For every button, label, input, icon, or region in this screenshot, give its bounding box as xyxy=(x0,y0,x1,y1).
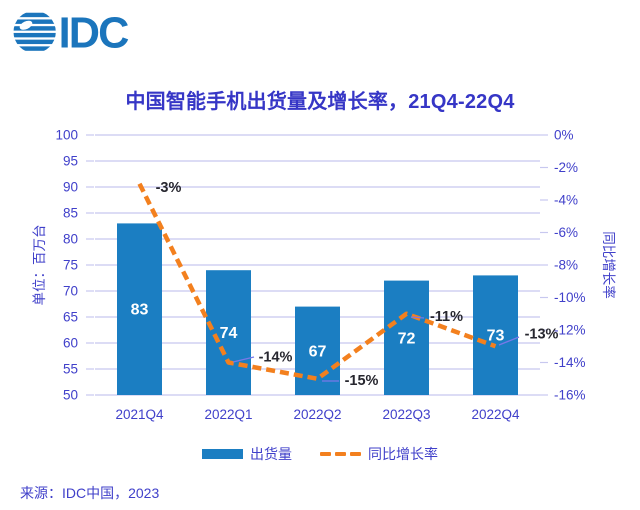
bar-value-label: 72 xyxy=(398,330,416,347)
right-axis-tick-label: -10% xyxy=(554,290,586,305)
logo-text: IDC xyxy=(59,9,129,56)
left-axis-tick-label: 80 xyxy=(63,232,78,247)
left-axis-tick-label: 95 xyxy=(63,154,78,169)
right-axis-tick-label: -4% xyxy=(554,193,578,208)
right-axis-tick-label: -12% xyxy=(554,323,586,338)
leader-line xyxy=(410,316,425,319)
left-axis-tick-label: 55 xyxy=(63,362,78,377)
left-axis-tick-label: 85 xyxy=(63,206,78,221)
legend: 出货量 同比增长率 xyxy=(0,444,640,464)
right-axis-tick-label: -8% xyxy=(554,258,578,273)
bar xyxy=(384,280,429,395)
growth-point-label: -3% xyxy=(156,180,182,196)
growth-point-label: -14% xyxy=(259,350,293,366)
growth-point-label: -15% xyxy=(345,373,379,389)
bar xyxy=(295,306,340,395)
right-axis-tick-label: -2% xyxy=(554,160,578,175)
bar-value-label: 73 xyxy=(487,328,505,345)
dash-icon xyxy=(350,451,361,457)
growth-line xyxy=(137,182,497,381)
dash-icon xyxy=(320,451,331,457)
bar-value-label: 67 xyxy=(309,343,327,360)
bar xyxy=(117,223,162,395)
chart-title: 中国智能手机出货量及增长率，21Q4-22Q4 xyxy=(125,91,515,113)
right-axis-tick-label: -6% xyxy=(554,225,578,240)
bar xyxy=(473,275,518,395)
right-axis-tick-label: -14% xyxy=(554,355,586,370)
legend-label-shipments: 出货量 xyxy=(250,446,292,462)
growth-point-label: -11% xyxy=(430,309,463,325)
idc-logo: IDC xyxy=(12,6,140,56)
leader-line xyxy=(232,356,255,363)
idc-logo-svg: IDC xyxy=(13,9,131,56)
legend-label-growth: 同比增长率 xyxy=(368,446,438,462)
leader-line xyxy=(498,336,520,346)
left-axis-tick-label: 90 xyxy=(63,180,78,195)
legend-item-growth: 同比增长率 xyxy=(320,444,438,464)
x-axis-label: 2022Q3 xyxy=(382,407,430,422)
bar-value-label: 74 xyxy=(220,325,238,342)
right-axis-title: 同比增长率 xyxy=(601,231,616,299)
left-axis-title: 单位：百万台 xyxy=(32,224,47,306)
legend-dash-swatch xyxy=(320,451,361,457)
left-axis-tick-label: 65 xyxy=(63,310,78,325)
x-axis-label: 2022Q4 xyxy=(471,407,520,422)
left-axis-tick-label: 50 xyxy=(63,388,78,403)
bar xyxy=(206,270,251,395)
source-note: 来源：IDC中国，2023 xyxy=(20,485,160,501)
chart-canvas: 100 95 90 85 80 75 70 65 60 55 50 0% -2% -4% -6% -8% -10… xyxy=(55,128,586,423)
legend-bar-swatch xyxy=(202,449,243,459)
growth-point-label: -13% xyxy=(525,326,559,342)
left-axis-tick-label: 100 xyxy=(55,128,78,143)
left-axis-tick-label: 70 xyxy=(63,284,78,299)
x-axis-label: 2022Q1 xyxy=(204,407,252,422)
globe-icon xyxy=(13,12,56,51)
dash-icon xyxy=(335,451,346,457)
left-axis-tick-label: 60 xyxy=(63,336,78,351)
right-axis-tick-label: 0% xyxy=(554,128,574,143)
legend-item-shipments: 出货量 xyxy=(202,444,292,464)
chart-area: 100 95 90 85 80 75 70 65 60 55 50 0% -2% -4% -6% -8% -10… xyxy=(32,128,616,423)
x-axis-label: 2022Q2 xyxy=(293,407,341,422)
left-axis-tick-label: 75 xyxy=(63,258,78,273)
x-axis-label: 2021Q4 xyxy=(115,407,164,422)
right-axis-tick-label: -16% xyxy=(554,388,586,403)
bar-value-label: 83 xyxy=(131,302,149,319)
